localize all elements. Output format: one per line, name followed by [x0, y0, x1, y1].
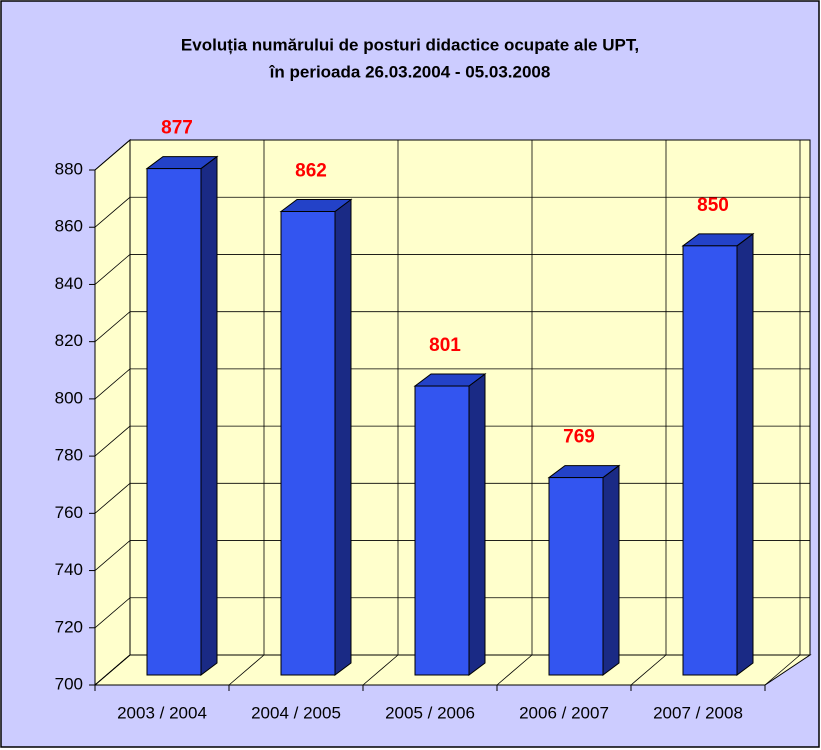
category-divider: [228, 654, 265, 686]
bar-side: [602, 464, 620, 676]
grid-line: [94, 196, 131, 228]
y-tick-label: 880: [55, 159, 83, 178]
bar: [280, 211, 336, 676]
x-tick-label: 2005 / 2006: [385, 703, 475, 722]
y-tick-label: 820: [55, 331, 83, 350]
category-divider: [764, 654, 801, 686]
bar: [146, 168, 202, 676]
bar-side: [468, 373, 486, 676]
value-label: 862: [295, 161, 327, 182]
grid-line: [94, 597, 131, 629]
x-tick-label: 2003 / 2004: [117, 703, 207, 722]
value-label: 850: [697, 195, 729, 216]
y-tick-label: 840: [55, 274, 83, 293]
grid-line: [94, 368, 131, 400]
grid-line: [94, 139, 131, 171]
bar: [682, 245, 738, 676]
grid-line: [94, 311, 131, 342]
category-divider: [496, 654, 533, 686]
value-label: 801: [429, 335, 461, 356]
y-tick-label: 720: [55, 617, 83, 636]
y-tick-label: 740: [55, 560, 83, 579]
y-tick-label: 760: [55, 503, 83, 522]
bar: [414, 385, 470, 676]
grid-line: [94, 540, 131, 571]
x-tick-label: 2004 / 2005: [251, 703, 341, 722]
y-tick-label: 700: [55, 674, 83, 693]
bar-side: [200, 155, 218, 676]
x-tick-label: 2007 / 2008: [653, 703, 743, 722]
chart-title: în perioada 26.03.2004 - 05.03.2008: [269, 62, 551, 81]
x-tick-label: 2006 / 2007: [519, 703, 609, 722]
side-wall: [94, 138, 131, 687]
y-tick-label: 800: [55, 388, 83, 407]
category-divider: [630, 654, 667, 686]
chart-title: Evoluția numărului de posturi didactice …: [181, 35, 639, 54]
bar: [548, 477, 604, 676]
grid-line: [94, 254, 131, 285]
bar-side: [736, 232, 754, 676]
plot: 700 720 740 760 780 800 820 840 860 880 2003 / 200…: [55, 118, 810, 722]
y-tick-label: 860: [55, 217, 83, 236]
value-label: 877: [161, 118, 193, 139]
value-label: 769: [563, 427, 595, 448]
bar-side: [334, 198, 352, 676]
category-divider: [94, 654, 131, 686]
grid-line: [94, 425, 131, 457]
y-tick-label: 780: [55, 446, 83, 465]
category-divider: [362, 654, 399, 686]
grid-line: [94, 483, 131, 514]
